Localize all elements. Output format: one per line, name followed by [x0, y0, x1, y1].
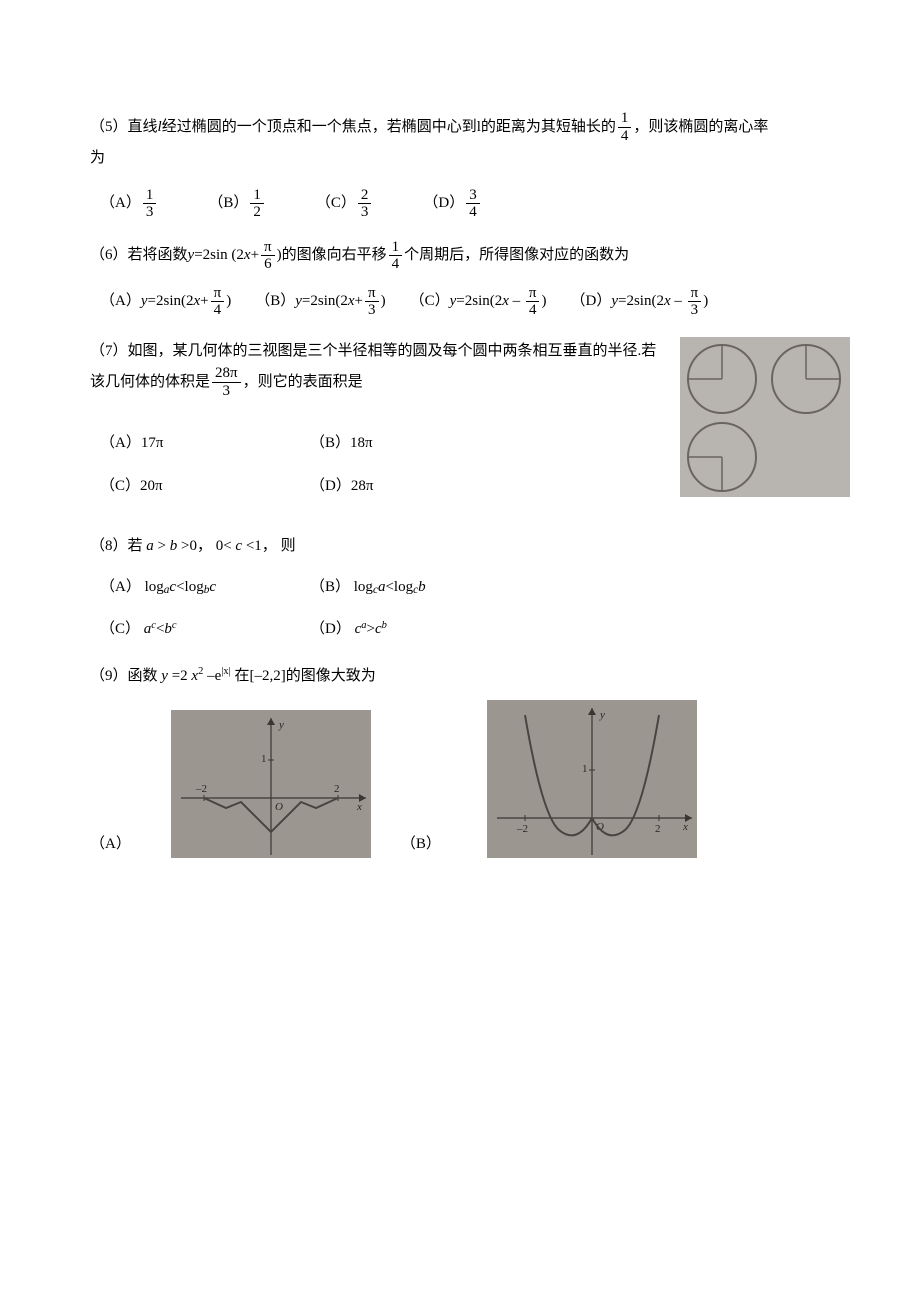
q5-frac: 1 4	[618, 110, 632, 144]
svg-text:y: y	[278, 719, 284, 731]
svg-text:1: 1	[261, 753, 267, 765]
graph-a-svg: y 1 –2 2 O x	[171, 710, 371, 858]
q7-choice-c: （C）20π	[100, 472, 310, 501]
q9-label-b: （B）	[401, 830, 441, 859]
q7-choice-d: （D）28π	[310, 472, 373, 501]
q7-three-view-figure	[680, 337, 850, 497]
q8-choices: （A） logac<logbc （B） logca<logcb （C） ac<b…	[100, 573, 850, 644]
svg-text:x: x	[682, 821, 688, 833]
q8-stem: （8）若 a > b >0， 0< c <1， 则	[90, 532, 850, 561]
q5-text: 经过椭圆的一个顶点和一个焦点，若椭圆中心到	[162, 113, 477, 142]
q8-choice-d: （D） ca>cb	[310, 615, 387, 644]
q5-choices: （A） 13 （B） 12 （C） 23 （D） 34	[100, 187, 850, 221]
question-5: （5）直线 l 经过椭圆的一个顶点和一个焦点，若椭圆中心到 l 的距离为其短轴长…	[90, 110, 850, 221]
q5-stem-line2: 为	[90, 144, 850, 173]
question-7: （7）如图，某几何体的三视图是三个半径相等的圆及每个圆中两条相互垂直的半径.若 …	[90, 337, 850, 515]
q5-choice-d: （D） 34	[423, 187, 481, 221]
svg-text:1: 1	[582, 763, 588, 775]
q8-choice-b: （B） logca<logcb	[310, 573, 426, 602]
q5-choice-a: （A） 13	[100, 187, 158, 221]
q7-choice-a: （A）17π	[100, 429, 310, 458]
q9-graph-a: y 1 –2 2 O x	[171, 710, 371, 858]
question-9: （9）函数 y =2 x2 –e|x| 在[–2,2]的图像大致为 （A）	[90, 662, 850, 859]
svg-text:O: O	[275, 801, 283, 813]
svg-text:–2: –2	[516, 823, 528, 835]
q9-graph-b: y 1 –2 2 O x	[487, 700, 697, 858]
q6-choices: （A） y =2sin(2 x + π4 ) （B） y =2sin(2 x +…	[100, 285, 850, 319]
three-views-svg	[680, 337, 850, 497]
q9-graphs-row: （A） y 1 –2 2 O	[90, 700, 850, 858]
q5-choice-b: （B） 12	[208, 187, 266, 221]
q6-choice-d: （D） y =2sin(2 x – π3 )	[570, 285, 708, 319]
q6-stem: （6）若将函数 y =2sin (2 x + π6 )的图像向右平移 14 个周…	[90, 239, 850, 273]
q7-choices: （A）17π （B）18π （C）20π （D）28π	[100, 429, 672, 500]
svg-text:–2: –2	[195, 783, 207, 795]
q8-choice-a: （A） logac<logbc	[100, 573, 310, 602]
q5-stem-line1: （5）直线 l 经过椭圆的一个顶点和一个焦点，若椭圆中心到 l 的距离为其短轴长…	[90, 110, 850, 144]
q5-text: 的距离为其短轴长的	[481, 113, 616, 142]
question-8: （8）若 a > b >0， 0< c <1， 则 （A） logac<logb…	[90, 532, 850, 644]
q9-label-a: （A）	[90, 830, 131, 859]
svg-text:y: y	[599, 709, 605, 721]
q7-line1: （7）如图，某几何体的三视图是三个半径相等的圆及每个圆中两条相互垂直的半径.若	[90, 337, 672, 366]
q6-choice-c: （C） y =2sin(2 x – π4 )	[410, 285, 547, 319]
q8-choice-c: （C） ac<bc	[100, 615, 310, 644]
q6-choice-a: （A） y =2sin(2 x + π4 )	[100, 285, 231, 319]
q5-text: （5）直线	[90, 113, 158, 142]
q7-line2: 该几何体的体积是 28π3 ，则它的表面积是	[90, 365, 672, 399]
q9-stem: （9）函数 y =2 x2 –e|x| 在[–2,2]的图像大致为	[90, 662, 850, 691]
q7-choice-b: （B）18π	[310, 429, 373, 458]
q6-choice-b: （B） y =2sin(2 x + π3 )	[255, 285, 385, 319]
svg-text:2: 2	[334, 783, 340, 795]
question-6: （6）若将函数 y =2sin (2 x + π6 )的图像向右平移 14 个周…	[90, 239, 850, 319]
q5-choice-c: （C） 23	[316, 187, 374, 221]
q5-text: ，则该椭圆的离心率	[633, 113, 768, 142]
graph-b-svg: y 1 –2 2 O x	[487, 700, 697, 858]
svg-text:2: 2	[655, 823, 661, 835]
svg-text:x: x	[356, 801, 362, 813]
